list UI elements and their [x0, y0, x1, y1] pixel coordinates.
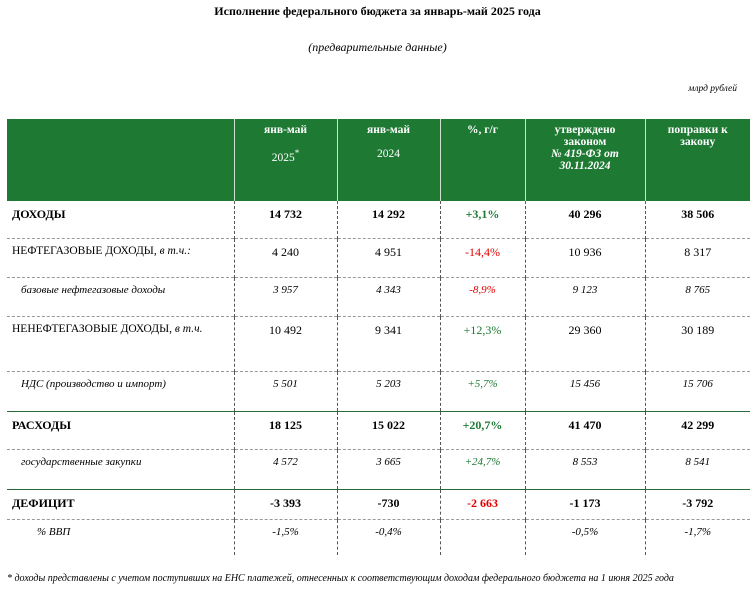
- cell-yoy: +5,7%: [439, 371, 525, 411]
- table-row-non-oil-gas: НЕНЕФТЕГАЗОВЫЕ ДОХОДЫ, в т.ч. 10 492 9 3…: [7, 316, 750, 371]
- cell-amend: -3 792: [644, 489, 750, 519]
- cell-amend: 8 765: [644, 277, 750, 316]
- table-row-vat: НДС (производство и импорт) 5 501 5 203 …: [7, 371, 750, 411]
- header-jan-may-2025: янв-май 2025*: [233, 119, 337, 201]
- cell-law: -1 173: [524, 489, 645, 519]
- page-subtitle: (предварительные данные): [308, 40, 447, 54]
- cell-yoy: +3,1%: [439, 201, 525, 238]
- cell-amend: 8 541: [644, 449, 750, 489]
- cell-2025: 14 732: [233, 201, 337, 238]
- cell-law: -0,5%: [524, 519, 645, 555]
- cell-amend: 30 189: [644, 316, 750, 371]
- cell-2024: 3 665: [336, 449, 440, 489]
- cell-2024: 4 951: [336, 238, 440, 277]
- cell-yoy: -14,4%: [439, 238, 525, 277]
- header-text: законом: [563, 136, 607, 148]
- table-row-procurement: государственные закупки 4 572 3 665 +24,…: [7, 449, 750, 489]
- cell-law: 10 936: [524, 238, 645, 277]
- cell-2024: 14 292: [336, 201, 440, 238]
- footnote: * доходы представлены с учетом поступивш…: [7, 573, 674, 584]
- cell-law: 40 296: [524, 201, 645, 238]
- header-text: янв-май: [263, 124, 308, 136]
- cell-yoy: +20,7%: [439, 411, 525, 449]
- row-label-suffix: в т.ч.: [174, 322, 203, 335]
- cell-2024: 4 343: [336, 277, 440, 316]
- cell-2024: 15 022: [336, 411, 440, 449]
- cell-amend: 8 317: [644, 238, 750, 277]
- cell-2024: -730: [336, 489, 440, 519]
- cell-2024: 5 203: [336, 371, 440, 411]
- cell-law: 9 123: [524, 277, 645, 316]
- table-row-base-oil-gas: базовые нефтегазовые доходы 3 957 4 343 …: [7, 277, 750, 316]
- table-row-revenues: ДОХОДЫ 14 732 14 292 +3,1% 40 296 38 506: [7, 201, 750, 238]
- cell-law: 8 553: [524, 449, 645, 489]
- cell-yoy: [439, 519, 525, 555]
- row-label: НЕФТЕГАЗОВЫЕ ДОХОДЫ, в т.ч.:: [7, 238, 234, 277]
- cell-law: 15 456: [524, 371, 645, 411]
- cell-amend: 15 706: [644, 371, 750, 411]
- cell-2024: 9 341: [336, 316, 440, 371]
- header-text: № 419-ФЗ от: [551, 148, 619, 160]
- row-label: ДЕФИЦИТ: [12, 495, 75, 510]
- cell-yoy: -8,9%: [439, 277, 525, 316]
- header-text: утверждено: [554, 124, 616, 136]
- header-year: 2024: [377, 148, 400, 160]
- row-label: базовые нефтегазовые доходы: [21, 283, 166, 296]
- cell-amend: 42 299: [644, 411, 750, 449]
- header-text: янв-май: [366, 124, 411, 136]
- row-label: ДОХОДЫ: [12, 207, 66, 221]
- cell-yoy: +24,7%: [439, 449, 525, 489]
- cell-2025: 3 957: [233, 277, 337, 316]
- cell-law: 41 470: [524, 411, 645, 449]
- header-year: 2025*: [239, 148, 333, 164]
- row-label-text: НЕФТЕГАЗОВЫЕ ДОХОДЫ,: [12, 244, 160, 257]
- footnote-mark: *: [294, 148, 300, 158]
- row-label-suffix: в т.ч.:: [159, 244, 191, 257]
- row-label: % ВВП: [37, 525, 71, 538]
- header-text: 30.11.2024: [559, 160, 611, 172]
- table-row-expenditures: РАСХОДЫ 18 125 15 022 +20,7% 41 470 42 2…: [7, 411, 750, 449]
- table-row-oil-gas: НЕФТЕГАЗОВЫЕ ДОХОДЫ, в т.ч.: 4 240 4 951…: [7, 238, 750, 277]
- header-text: 2025: [271, 151, 295, 164]
- budget-table: янв-май 2025* янв-май 2024 %, г/г утверж…: [7, 119, 750, 555]
- table-row-deficit: ДЕФИЦИТ -3 393 -730 -2 663 -1 173 -3 792: [7, 489, 750, 519]
- cell-2025: 4 572: [233, 449, 337, 489]
- row-label: НЕНЕФТЕГАЗОВЫЕ ДОХОДЫ, в т.ч.: [7, 316, 234, 371]
- header-approved-law: утверждено законом № 419-ФЗ от 30.11.202…: [524, 119, 645, 201]
- header-label-col: [7, 119, 234, 201]
- cell-amend: -1,7%: [644, 519, 750, 555]
- cell-amend: 38 506: [644, 201, 750, 238]
- row-label-text: НЕНЕФТЕГАЗОВЫЕ ДОХОДЫ,: [12, 322, 175, 335]
- cell-2024: -0,4%: [336, 519, 440, 555]
- cell-2025: 4 240: [233, 238, 337, 277]
- cell-law: 29 360: [524, 316, 645, 371]
- cell-yoy: -2 663: [439, 489, 525, 519]
- cell-2025: -1,5%: [233, 519, 337, 555]
- cell-2025: 5 501: [233, 371, 337, 411]
- header-yoy: %, г/г: [439, 119, 525, 201]
- row-label: государственные закупки: [21, 455, 142, 468]
- cell-2025: -3 393: [233, 489, 337, 519]
- cell-2025: 18 125: [233, 411, 337, 449]
- cell-yoy: +12,3%: [439, 316, 525, 371]
- units-label: млрд рублей: [688, 84, 737, 94]
- row-label: НДС (производство и импорт): [21, 377, 166, 390]
- table-row-gdp-share: % ВВП -1,5% -0,4% -0,5% -1,7%: [7, 519, 750, 555]
- cell-2025: 10 492: [233, 316, 337, 371]
- table-header-row: янв-май 2025* янв-май 2024 %, г/г утверж…: [7, 119, 750, 201]
- page-title: Исполнение федерального бюджета за январ…: [214, 4, 541, 18]
- header-amendments: поправки к закону: [644, 119, 750, 201]
- header-jan-may-2024: янв-май 2024: [336, 119, 440, 201]
- row-label: РАСХОДЫ: [12, 417, 72, 432]
